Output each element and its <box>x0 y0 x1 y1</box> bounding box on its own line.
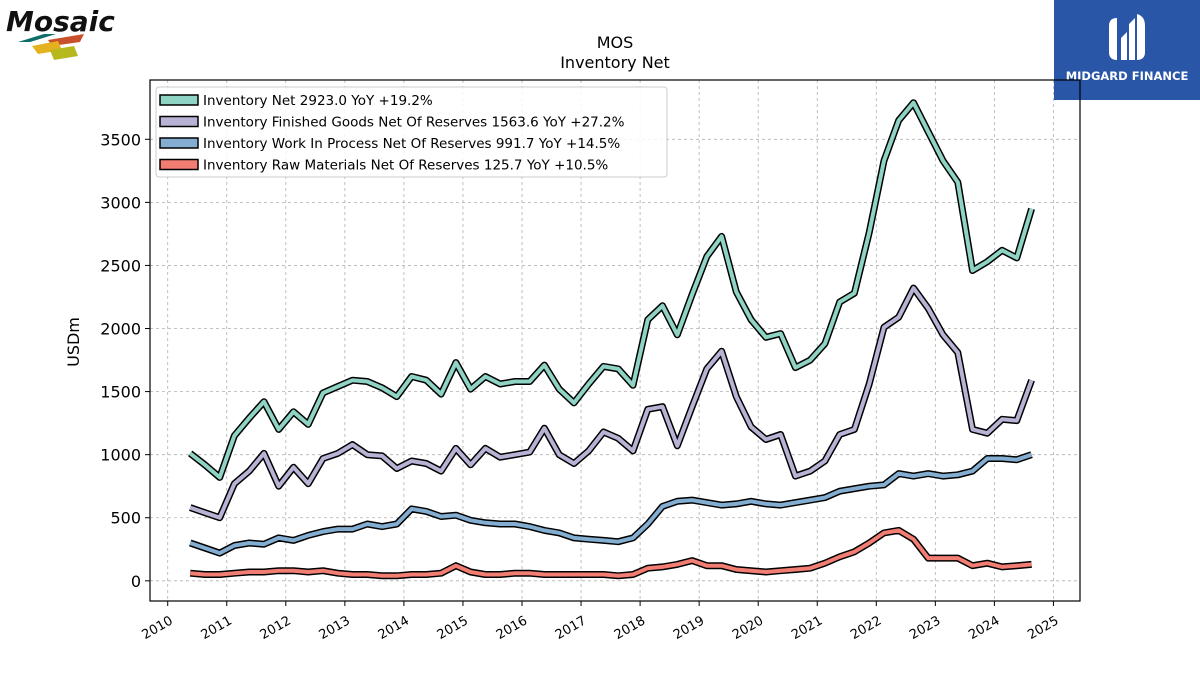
y-tick-label: 3000 <box>100 193 141 212</box>
series-line <box>190 528 1032 578</box>
y-tick-label: 0 <box>131 572 141 591</box>
legend-entry: Inventory Net 2923.0 YoY +19.2% <box>203 93 433 109</box>
chart-title: MOS <box>597 33 634 52</box>
series-lines <box>188 99 1035 580</box>
mosaic-tile-teal <box>18 34 56 42</box>
x-tick-label: 2010 <box>140 613 176 643</box>
legend-swatch <box>159 115 199 128</box>
series-line <box>189 452 1033 556</box>
x-tick-label: 2016 <box>494 613 530 643</box>
series-line <box>189 286 1034 520</box>
y-tick-label: 3500 <box>100 130 141 149</box>
legend-swatch <box>159 137 199 149</box>
legend: Inventory Net 2923.0 YoY +19.2% Inventory… <box>155 86 668 178</box>
x-tick-label: 2020 <box>730 613 766 643</box>
x-tick-label: 2011 <box>199 613 235 643</box>
y-tick-label: 500 <box>110 509 141 528</box>
y-tick-label: 1000 <box>100 446 141 465</box>
midgard-finance-logo: MIDGARD FINANCE <box>1054 0 1200 100</box>
midgard-emblem-icon <box>1109 14 1145 60</box>
legend-entry: Inventory Raw Materials Net Of Reserves … <box>203 158 608 174</box>
x-tick-label: 2021 <box>789 613 825 643</box>
mosaic-tile-olive <box>50 46 78 60</box>
x-tick-label: 2013 <box>317 613 353 643</box>
y-tick-label: 2500 <box>100 256 141 275</box>
plot-area-frame <box>149 79 1081 602</box>
y-tick-label: 2000 <box>100 320 141 339</box>
mosaic-wordmark: Mosaic <box>6 5 115 38</box>
x-tick-label: 2024 <box>966 613 1002 643</box>
x-tick-label: 2015 <box>435 613 471 643</box>
legend-box <box>155 86 668 178</box>
legend-swatch <box>159 94 199 106</box>
y-tick-label: 1500 <box>100 383 141 402</box>
x-tick-label: 2022 <box>848 613 884 643</box>
x-tick-label: 2012 <box>258 613 294 643</box>
series-line-outline <box>189 526 1032 580</box>
y-axis-label: USDm <box>64 317 83 367</box>
chart-subtitle: Inventory Net <box>560 53 670 72</box>
x-tick-label: 2018 <box>612 613 648 643</box>
legend-swatch <box>159 158 199 171</box>
x-tick-label: 2023 <box>907 613 943 643</box>
x-tick-label: 2025 <box>1025 613 1061 643</box>
mosaic-logo: Mosaic <box>6 5 115 60</box>
x-tick-label: 2014 <box>376 613 412 643</box>
series-line <box>188 100 1034 480</box>
x-tick-label: 2017 <box>553 613 589 643</box>
legend-entry: Inventory Finished Goods Net Of Reserves… <box>203 115 625 131</box>
midgard-brand-name: MIDGARD FINANCE <box>1065 69 1189 83</box>
x-tick-label: 2019 <box>671 613 707 643</box>
legend-entry: Inventory Work In Process Net Of Reserve… <box>203 136 620 152</box>
